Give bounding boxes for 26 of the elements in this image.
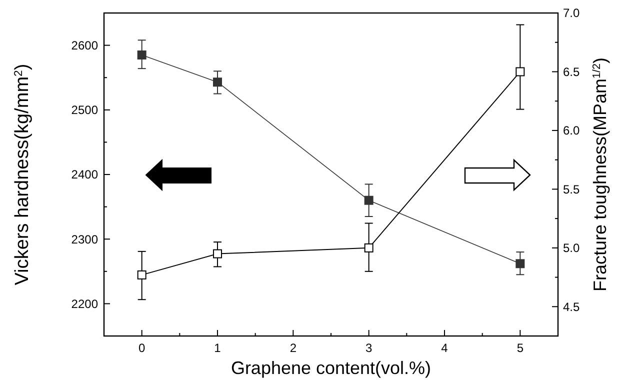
y-tick-label: 2400: [71, 168, 98, 182]
y-tick-label: 2600: [71, 38, 98, 52]
x-axis-title: Graphene content(vol.%): [230, 358, 432, 378]
point: [364, 196, 374, 205]
point: [137, 50, 146, 60]
x-tick-label: 1: [214, 341, 222, 355]
x-tick-label: 3: [365, 341, 372, 355]
x-tick-label: 5: [516, 341, 524, 355]
x-tick-label: 4: [441, 341, 448, 355]
point: [516, 259, 525, 268]
y2-tick-label: 5.0: [563, 241, 580, 256]
y2-tick-label: 6.5: [563, 64, 580, 79]
point: [516, 67, 525, 76]
point: [137, 270, 146, 280]
point: [364, 243, 374, 252]
x-tick-label: 0: [138, 341, 146, 355]
y-tick-label: 2300: [71, 232, 98, 246]
y-tick-label: 2500: [71, 103, 98, 118]
y2-tick-label: 6.0: [563, 124, 580, 138]
y-tick-label: 2200: [71, 296, 98, 311]
y2-tick-label: 5.5: [563, 182, 580, 196]
y2-tick-label: 7.0: [563, 6, 580, 20]
point: [213, 78, 222, 87]
point: [213, 249, 222, 258]
y2-tick-label: 4.5: [563, 300, 580, 314]
x-tick-label: 2: [290, 341, 297, 355]
